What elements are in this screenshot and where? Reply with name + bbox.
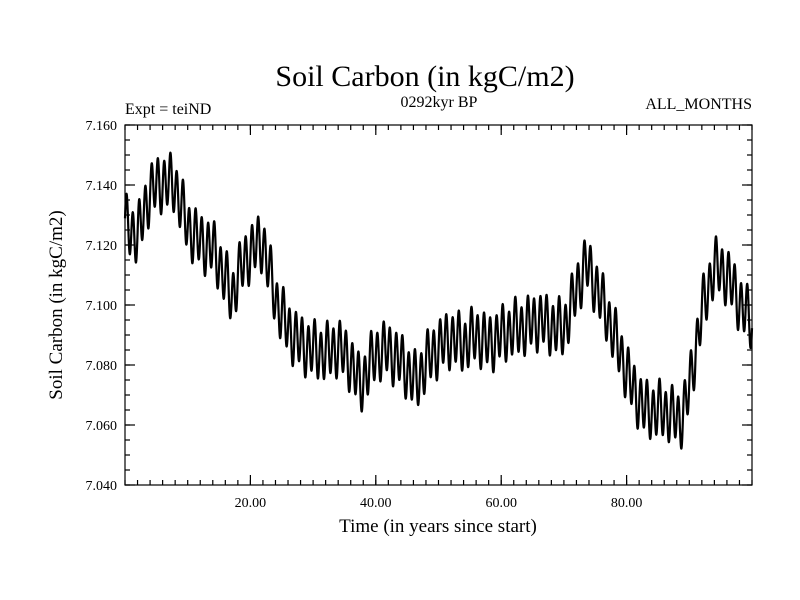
y-tick-label: 7.060 bbox=[86, 419, 118, 434]
experiment-label: Expt = teiND bbox=[125, 101, 211, 118]
soil-carbon-series-line bbox=[123, 151, 754, 450]
y-tick-label: 7.140 bbox=[86, 179, 118, 194]
y-tick-label: 7.160 bbox=[86, 119, 118, 134]
y-tick-label: 7.120 bbox=[86, 239, 118, 254]
x-tick-label: 40.00 bbox=[360, 496, 392, 511]
axis-ticks bbox=[124, 124, 753, 486]
y-tick-label: 7.080 bbox=[86, 359, 118, 374]
y-tick-label: 7.040 bbox=[86, 479, 118, 494]
y-axis-label: Soil Carbon (in kgC/m2) bbox=[46, 210, 67, 399]
x-axis-label: Time (in years since start) bbox=[339, 516, 537, 537]
axis-tick-labels: 7.040 7.060 7.080 7.100 7.120 7.140 7.160 20.00… bbox=[86, 119, 643, 511]
x-tick-label: 20.00 bbox=[235, 496, 267, 511]
chart-title: Soil Carbon (in kgC/m2) bbox=[275, 60, 574, 93]
months-label: ALL_MONTHS bbox=[645, 96, 752, 113]
x-tick-label: 80.00 bbox=[611, 496, 643, 511]
period-label: 0292kyr BP bbox=[401, 94, 478, 111]
y-tick-label: 7.100 bbox=[86, 299, 118, 314]
x-tick-label: 60.00 bbox=[485, 496, 517, 511]
